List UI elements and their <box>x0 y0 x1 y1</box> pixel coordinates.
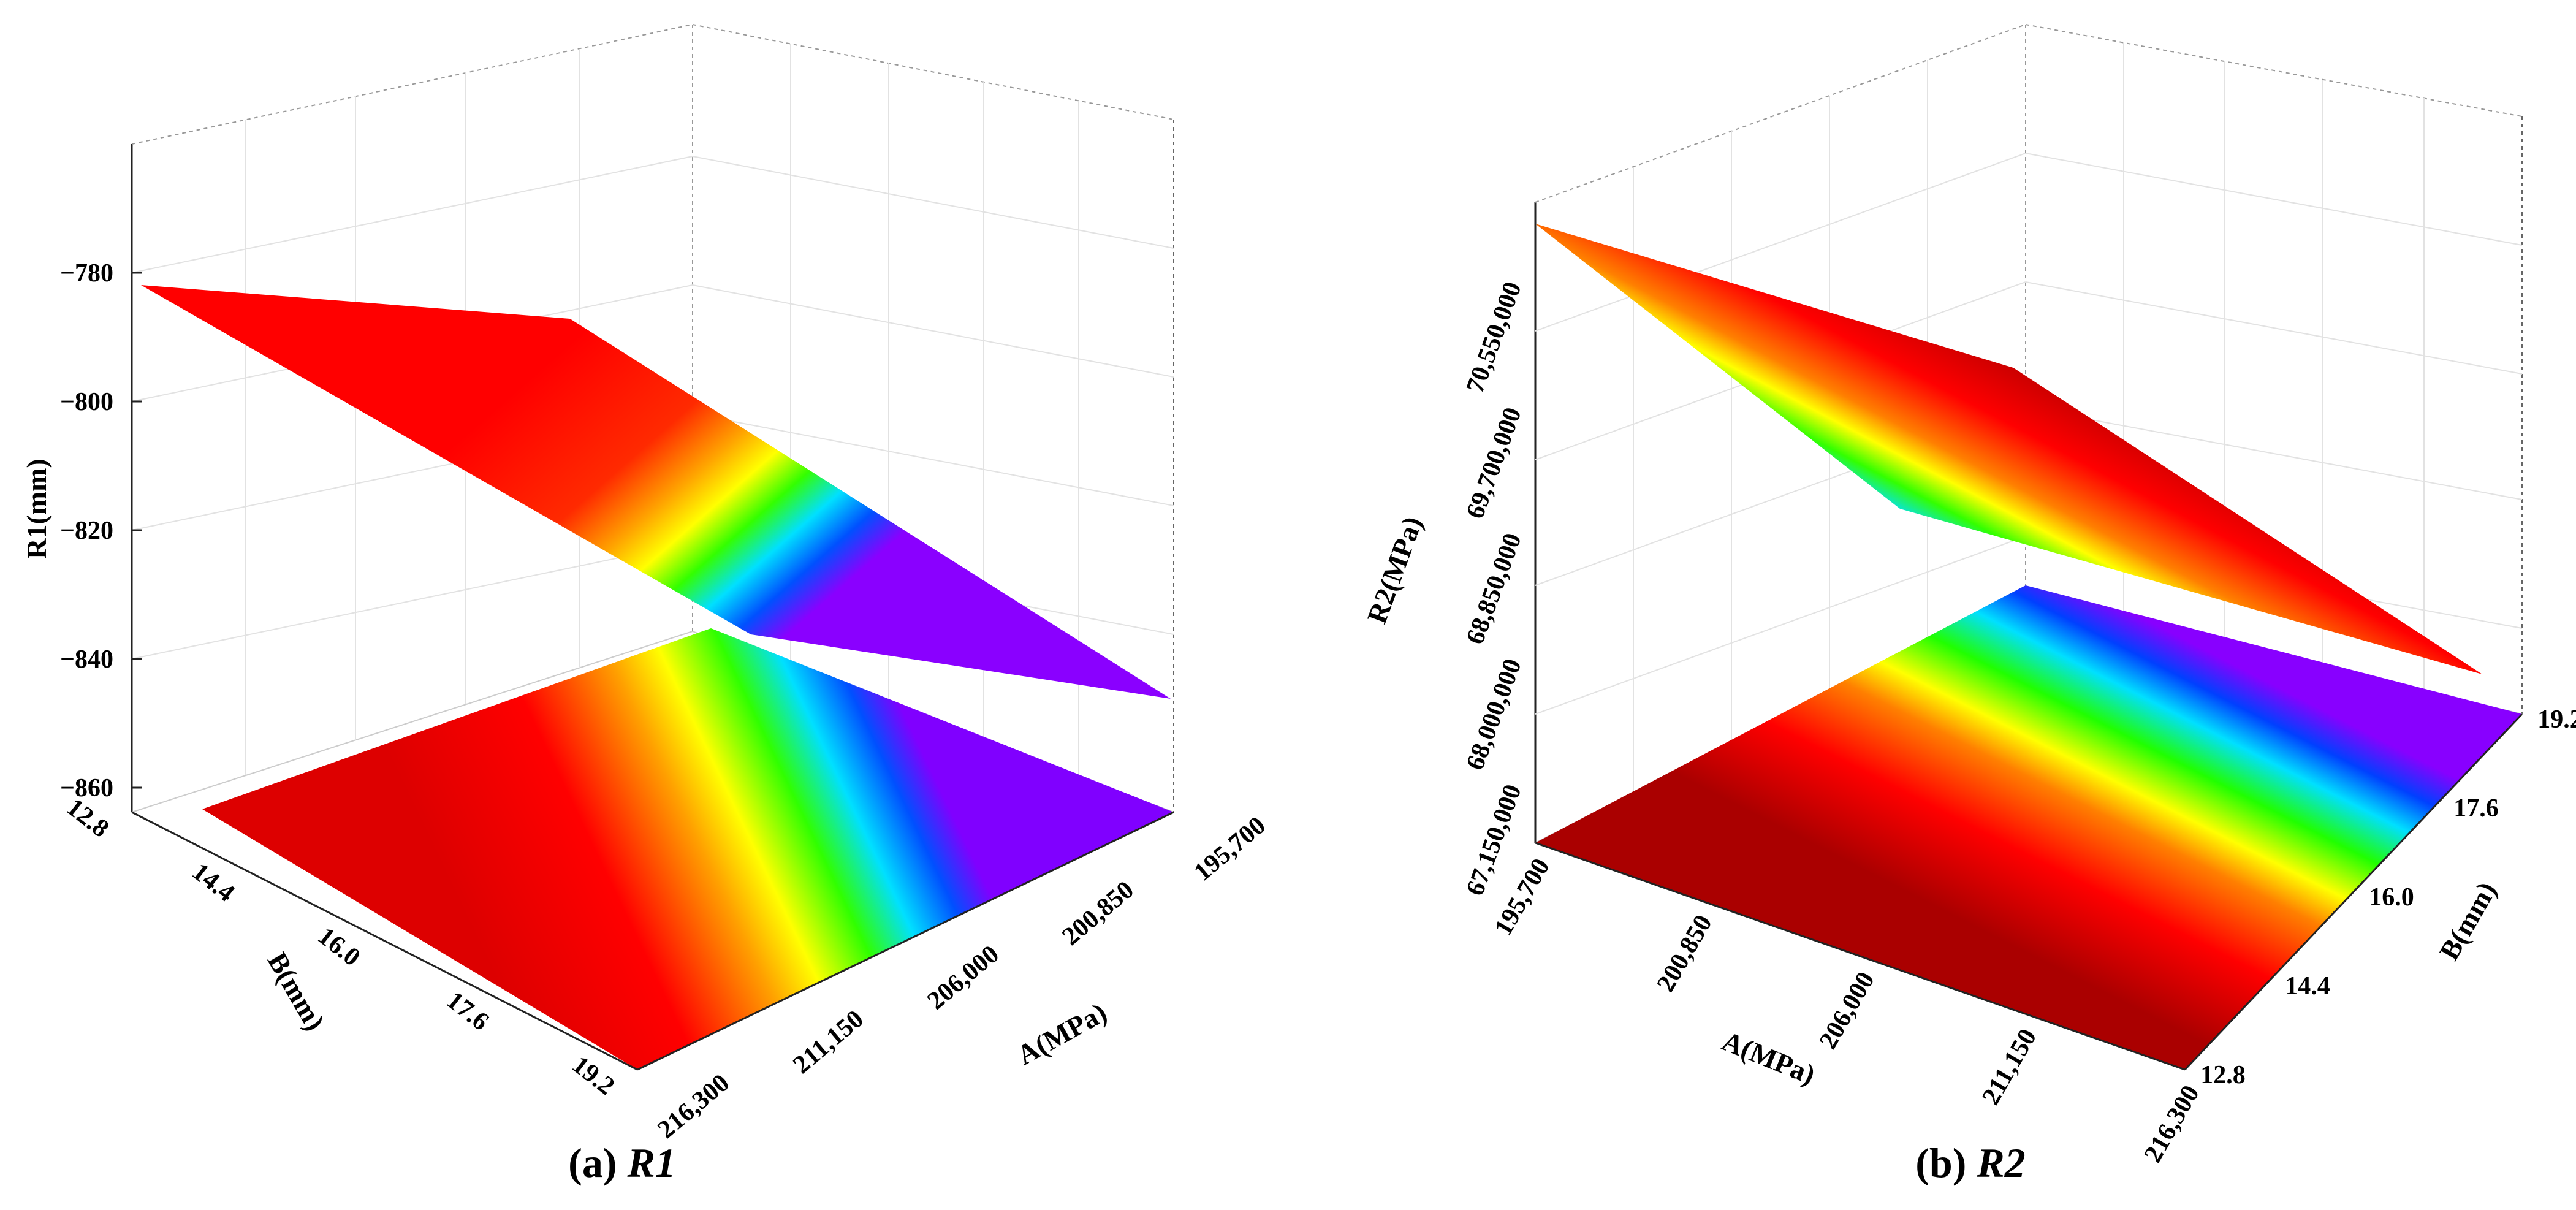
panel-b-floor-contour <box>1535 585 2522 1070</box>
panel-a-z-tick-label: −840 <box>60 645 113 674</box>
panel-a-x-tick-label: 206,000 <box>922 940 1005 1016</box>
panel-b: 70,550,000 69,700,000 68,850,000 68,000,000… <box>1361 24 2576 1186</box>
panel-a-z-tick-label: −800 <box>60 388 113 416</box>
panel-a-z-axis-label: R1(mm) <box>21 459 52 559</box>
panel-b-y-tick-label: 12.8 <box>2200 1061 2246 1089</box>
panel-b-y-axis-label: B(mm) <box>2433 877 2502 965</box>
panel-a-caption: (a) R1 <box>568 1140 676 1186</box>
panel-b-z-tick-label: 69,700,000 <box>1461 404 1527 522</box>
panel-a: −780−800−820−840−860 12.814.416.017.619.… <box>21 24 1271 1186</box>
panel-a-x-tick-label: 211,150 <box>788 1005 868 1079</box>
panel-a-y-axis-label: B(mm) <box>262 947 331 1036</box>
panel-a-z-tick-label: −860 <box>60 774 113 802</box>
panel-b-x-axis-label: A(MPa) <box>1718 1025 1820 1090</box>
panel-b-y-tick-label: 19.2 <box>2537 706 2576 734</box>
panel-a-surface <box>141 285 1171 699</box>
panel-a-x-tick-label: 216,300 <box>653 1069 735 1144</box>
panel-b-caption: (b) R2 <box>1915 1140 2026 1186</box>
panel-b-x-tick-label: 216,300 <box>2139 1081 2205 1167</box>
panel-b-z-tick-label: 70,550,000 <box>1461 278 1527 397</box>
panel-a-x-axis-line <box>637 811 1174 1071</box>
panel-b-surface <box>1535 224 2482 674</box>
panel-a-y-tick-label: 19.2 <box>567 1051 620 1100</box>
panel-a-floor-contour <box>202 628 1174 1070</box>
panel-b-z-axis-label: R2(MPa) <box>1361 512 1428 628</box>
panel-b-x-axis-line <box>1535 842 2186 1071</box>
panel-a-z-ticks: −780 −800 −820 −840 −860 <box>60 259 142 802</box>
panel-b-z-ticks: 70,550,000 69,700,000 68,850,000 68,000,000… <box>1461 278 1527 899</box>
panel-a-x-tick-label: 195,700 <box>1189 812 1271 887</box>
panel-b-y-axis-line <box>2184 713 2523 1071</box>
panel-b-z-tick-label: 68,000,000 <box>1461 655 1527 774</box>
panel-b-x-tick-label: 211,150 <box>1977 1024 2042 1109</box>
panel-a-x-axis-label: A(MPa) <box>1012 997 1112 1071</box>
panel-a-z-tick-label: −820 <box>60 517 113 545</box>
panel-a-y-tick-label: 14.4 <box>187 858 240 907</box>
panel-b-y-tick-label: 14.4 <box>2285 972 2330 1000</box>
panel-a-y-tick-label: 17.6 <box>441 986 494 1036</box>
panel-a-x-tick-label: 200,850 <box>1057 876 1139 951</box>
panel-b-y-tick-label: 17.6 <box>2453 794 2499 823</box>
panel-b-y-ticks: 19.2 17.6 16.0 14.4 12.8 <box>2200 706 2576 1089</box>
panel-a-y-tick-label: 16.0 <box>313 922 365 972</box>
panel-b-z-tick-label: 68,850,000 <box>1461 530 1527 648</box>
panel-b-x-tick-label: 206,000 <box>1814 967 1880 1054</box>
panel-a-y-axis-line <box>131 811 638 1071</box>
panel-b-x-tick-label: 200,850 <box>1652 910 1718 997</box>
panel-a-z-tick-label: −780 <box>60 259 113 287</box>
panel-b-y-tick-label: 16.0 <box>2369 883 2414 911</box>
